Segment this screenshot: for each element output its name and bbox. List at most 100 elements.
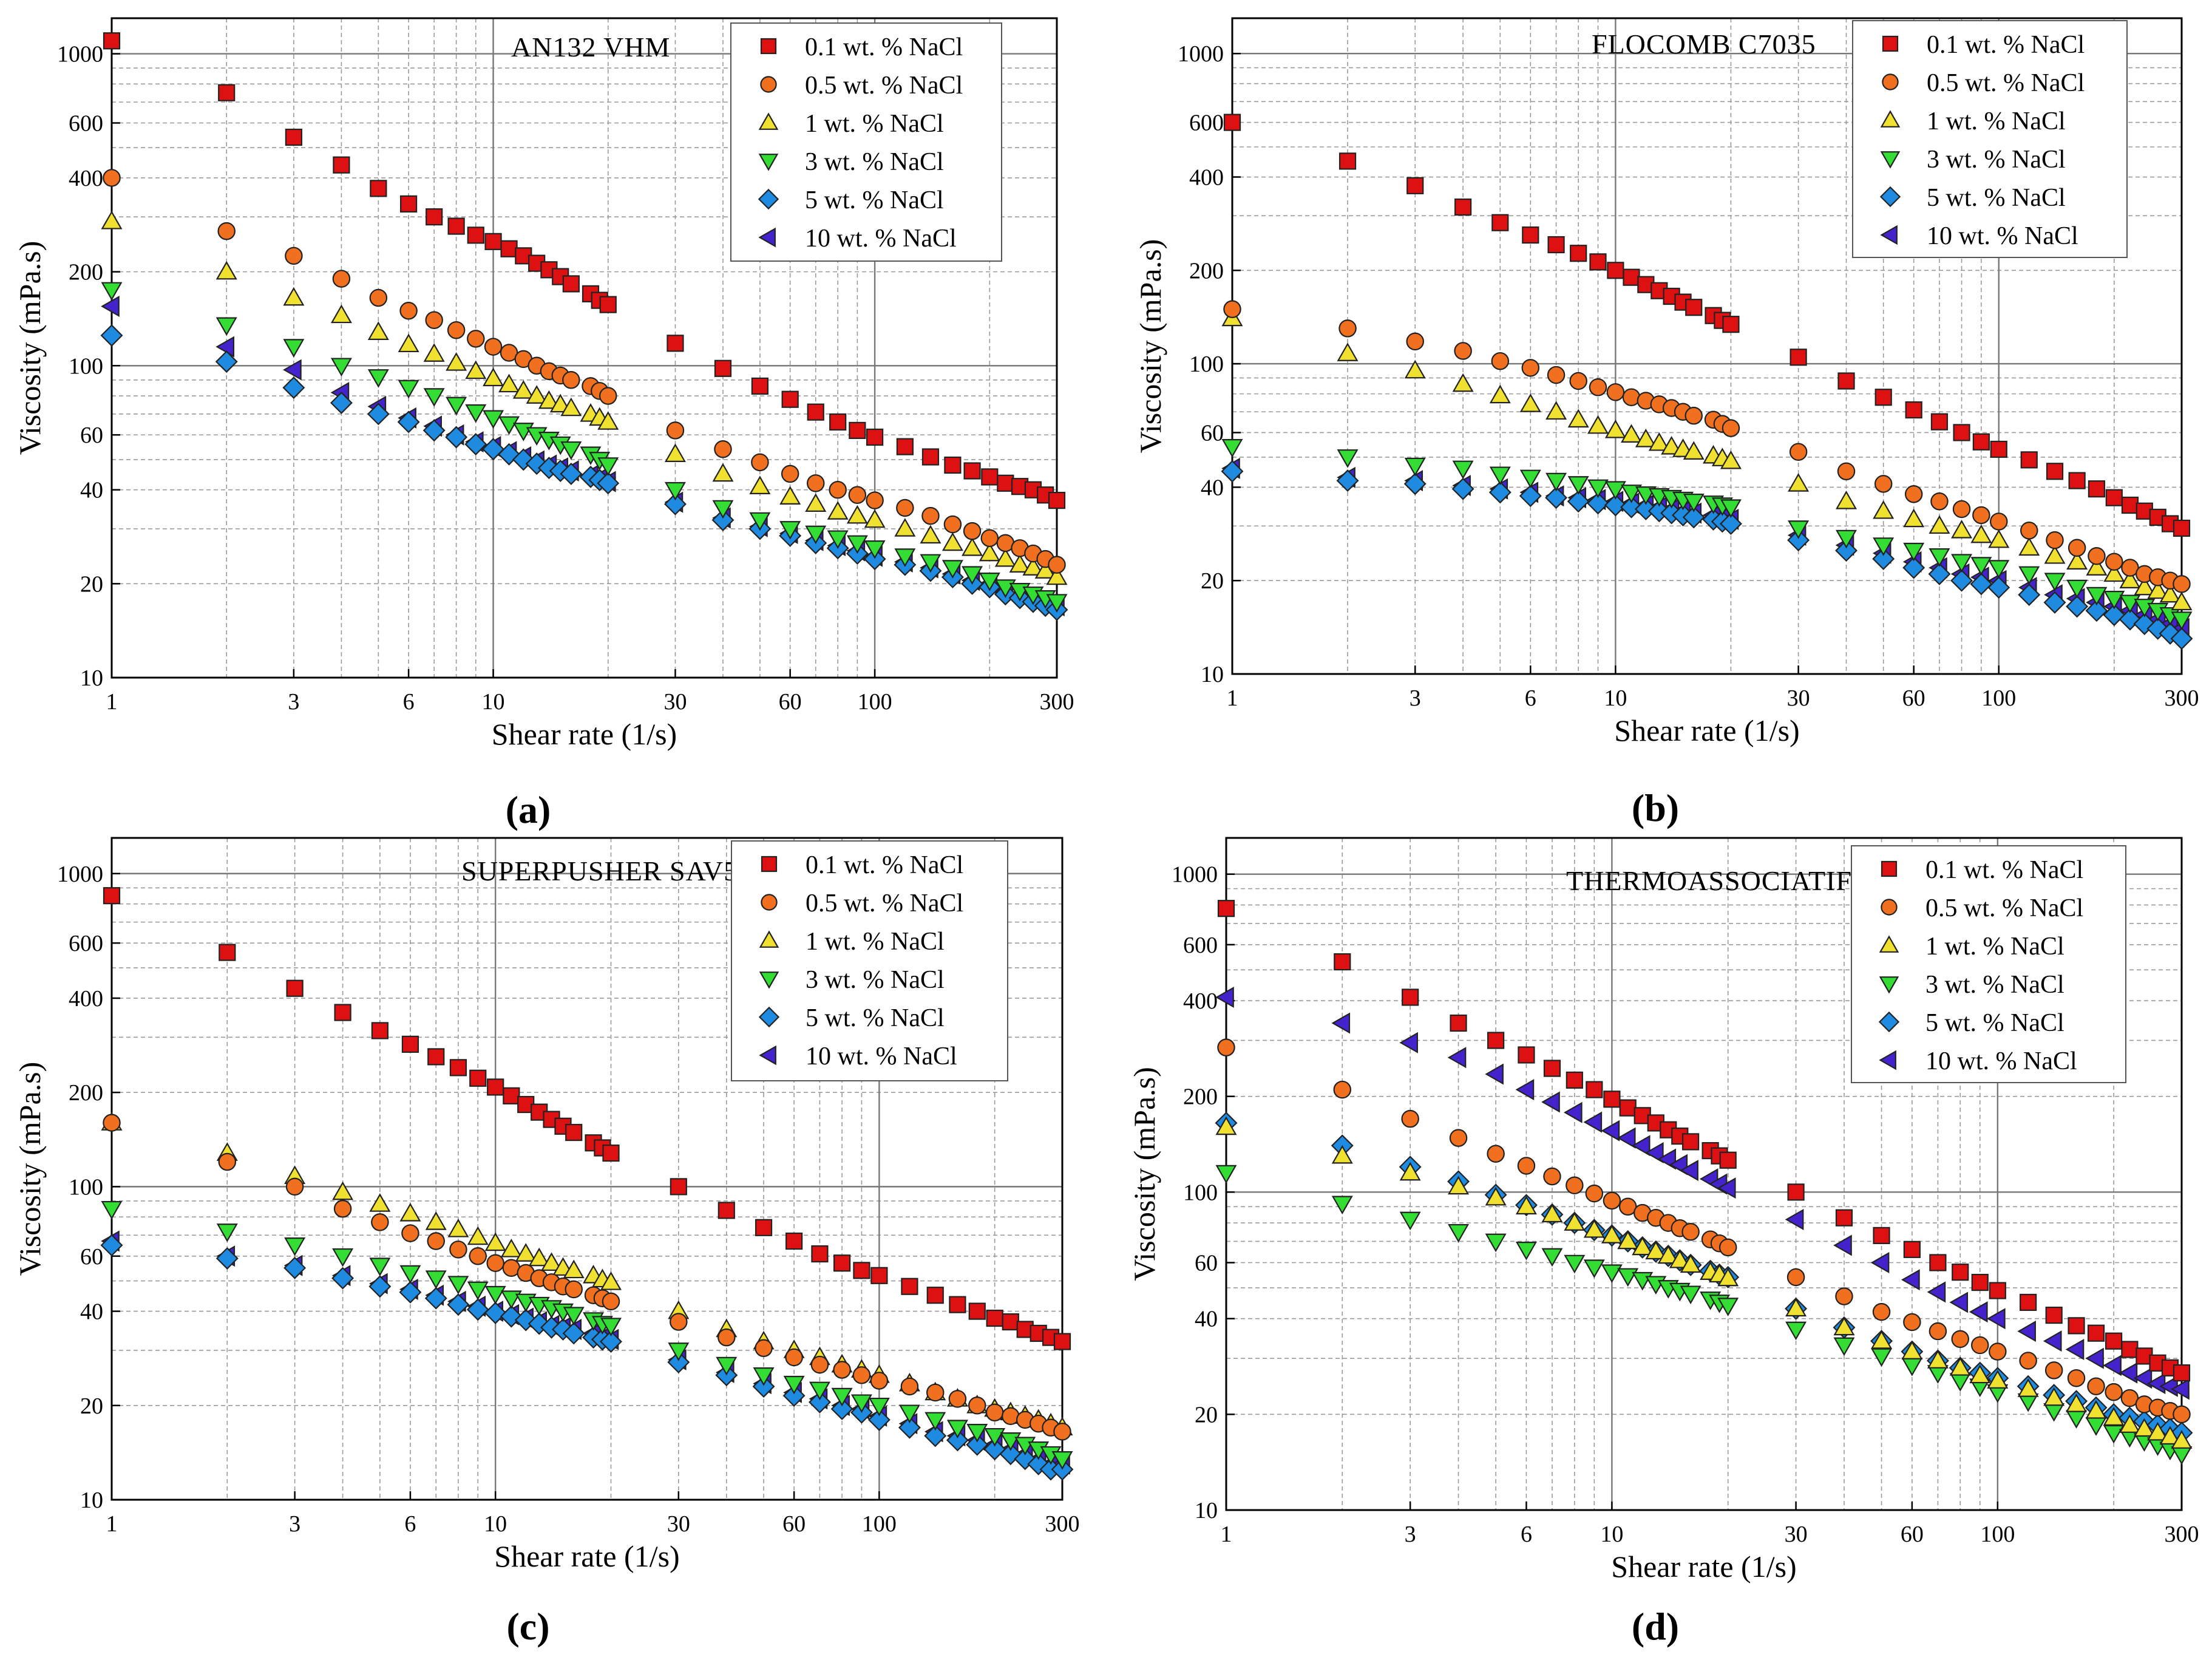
data-point <box>805 493 827 512</box>
data-point <box>466 1298 489 1321</box>
data-point <box>1901 1341 1923 1359</box>
data-point <box>446 352 467 371</box>
data-point <box>449 1059 467 1077</box>
data-point <box>810 1355 829 1374</box>
legend-label: 0.5 wt. % NaCl <box>1925 894 2083 922</box>
legend-marker <box>758 1006 780 1028</box>
data-point <box>979 573 1000 591</box>
data-point <box>465 360 487 379</box>
data-point <box>946 1420 968 1438</box>
data-point <box>718 1328 736 1347</box>
data-point <box>2044 573 2066 592</box>
data-point <box>369 288 388 307</box>
data-point <box>484 1301 507 1324</box>
series-3-wt-nacl <box>101 1200 1073 1470</box>
data-point <box>1837 462 1856 481</box>
data-point <box>1009 554 1031 573</box>
y-tick-label: 100 <box>69 1174 103 1200</box>
data-point <box>2171 591 2193 611</box>
data-point <box>284 1237 306 1256</box>
y-tick-label: 400 <box>1189 165 1224 191</box>
data-point <box>1972 506 1990 525</box>
x-tick-label: 30 <box>1785 1522 1808 1547</box>
data-point <box>397 410 420 434</box>
data-point <box>600 1271 622 1290</box>
data-point <box>1454 342 1472 360</box>
data-point <box>401 1035 419 1053</box>
legend-marker <box>1880 110 1901 128</box>
data-point <box>755 1219 773 1236</box>
data-point <box>2147 580 2169 599</box>
y-tick-label: 400 <box>69 166 103 191</box>
data-point <box>2119 1414 2140 1433</box>
data-point <box>1014 1448 1037 1471</box>
data-point <box>755 1339 773 1358</box>
y-tick-label: 20 <box>1195 1402 1218 1427</box>
data-point <box>101 210 123 230</box>
data-point <box>1644 1142 1664 1163</box>
data-point <box>1669 1249 1691 1268</box>
data-point <box>1337 449 1359 468</box>
data-point <box>1990 512 2008 531</box>
data-point <box>1448 1223 1470 1243</box>
data-point <box>1589 253 1607 271</box>
series-0-1-wt-nacl <box>1223 114 2191 537</box>
x-tick-label: 10 <box>1604 686 1627 711</box>
x-tick-label: 10 <box>484 1511 507 1537</box>
data-point <box>1927 1281 1946 1303</box>
data-point <box>1680 1254 1701 1273</box>
data-point <box>864 509 886 528</box>
legend-label: 3 wt. % NaCl <box>806 966 945 994</box>
chart-title: THERMOASSOCIATIF <box>1566 865 1852 896</box>
data-point <box>1545 472 1567 492</box>
data-point <box>560 397 582 417</box>
data-point <box>447 1219 469 1237</box>
data-point <box>2170 627 2193 650</box>
x-tick-label: 60 <box>779 689 802 715</box>
data-point <box>926 1287 944 1304</box>
data-point <box>2018 537 2040 556</box>
plot-frame <box>110 837 1064 1501</box>
data-point <box>1566 1176 1584 1194</box>
data-point <box>1833 1316 1855 1336</box>
data-point <box>1570 245 1587 262</box>
legend-label: 1 wt. % NaCl <box>1925 933 2064 961</box>
data-point <box>1583 1219 1605 1238</box>
data-point <box>1587 415 1609 434</box>
data-point <box>1603 1090 1621 1108</box>
data-point <box>423 388 445 407</box>
data-point <box>979 542 1000 562</box>
data-point <box>1833 1234 1852 1256</box>
data-point <box>1452 373 1474 392</box>
data-point <box>1491 352 1510 370</box>
data-point <box>781 390 799 408</box>
data-point <box>447 321 466 339</box>
legend-label: 5 wt. % NaCl <box>806 1004 945 1032</box>
data-point <box>2068 1317 2085 1335</box>
data-point <box>1717 1298 1739 1316</box>
data-point <box>716 1356 738 1376</box>
data-point <box>1583 1111 1603 1133</box>
data-point <box>1338 152 1357 170</box>
axis-ticks: 1 3 6 10 30 60 100 300 10 20 40 60 100 200 400 600 1000 <box>1178 41 2199 711</box>
y-tick-label: 200 <box>69 260 103 285</box>
data-point <box>1969 1301 1988 1323</box>
data-point <box>399 1265 421 1284</box>
data-point <box>283 339 305 358</box>
data-point <box>2103 1424 2125 1444</box>
data-point <box>1683 441 1705 460</box>
data-point <box>921 506 940 525</box>
data-point <box>785 1232 803 1250</box>
data-point <box>866 491 884 509</box>
data-point <box>487 1078 504 1096</box>
data-point <box>1722 316 1740 333</box>
data-point <box>1901 1358 1923 1376</box>
legend-label: 0.1 wt. % NaCl <box>1925 856 2083 884</box>
data-point <box>562 1322 585 1345</box>
data-point <box>2043 1330 2062 1352</box>
data-point <box>782 1384 806 1407</box>
data-point <box>1564 1254 1586 1274</box>
data-point <box>1904 485 1923 503</box>
data-point <box>1987 1370 2009 1389</box>
data-point <box>2046 531 2064 549</box>
